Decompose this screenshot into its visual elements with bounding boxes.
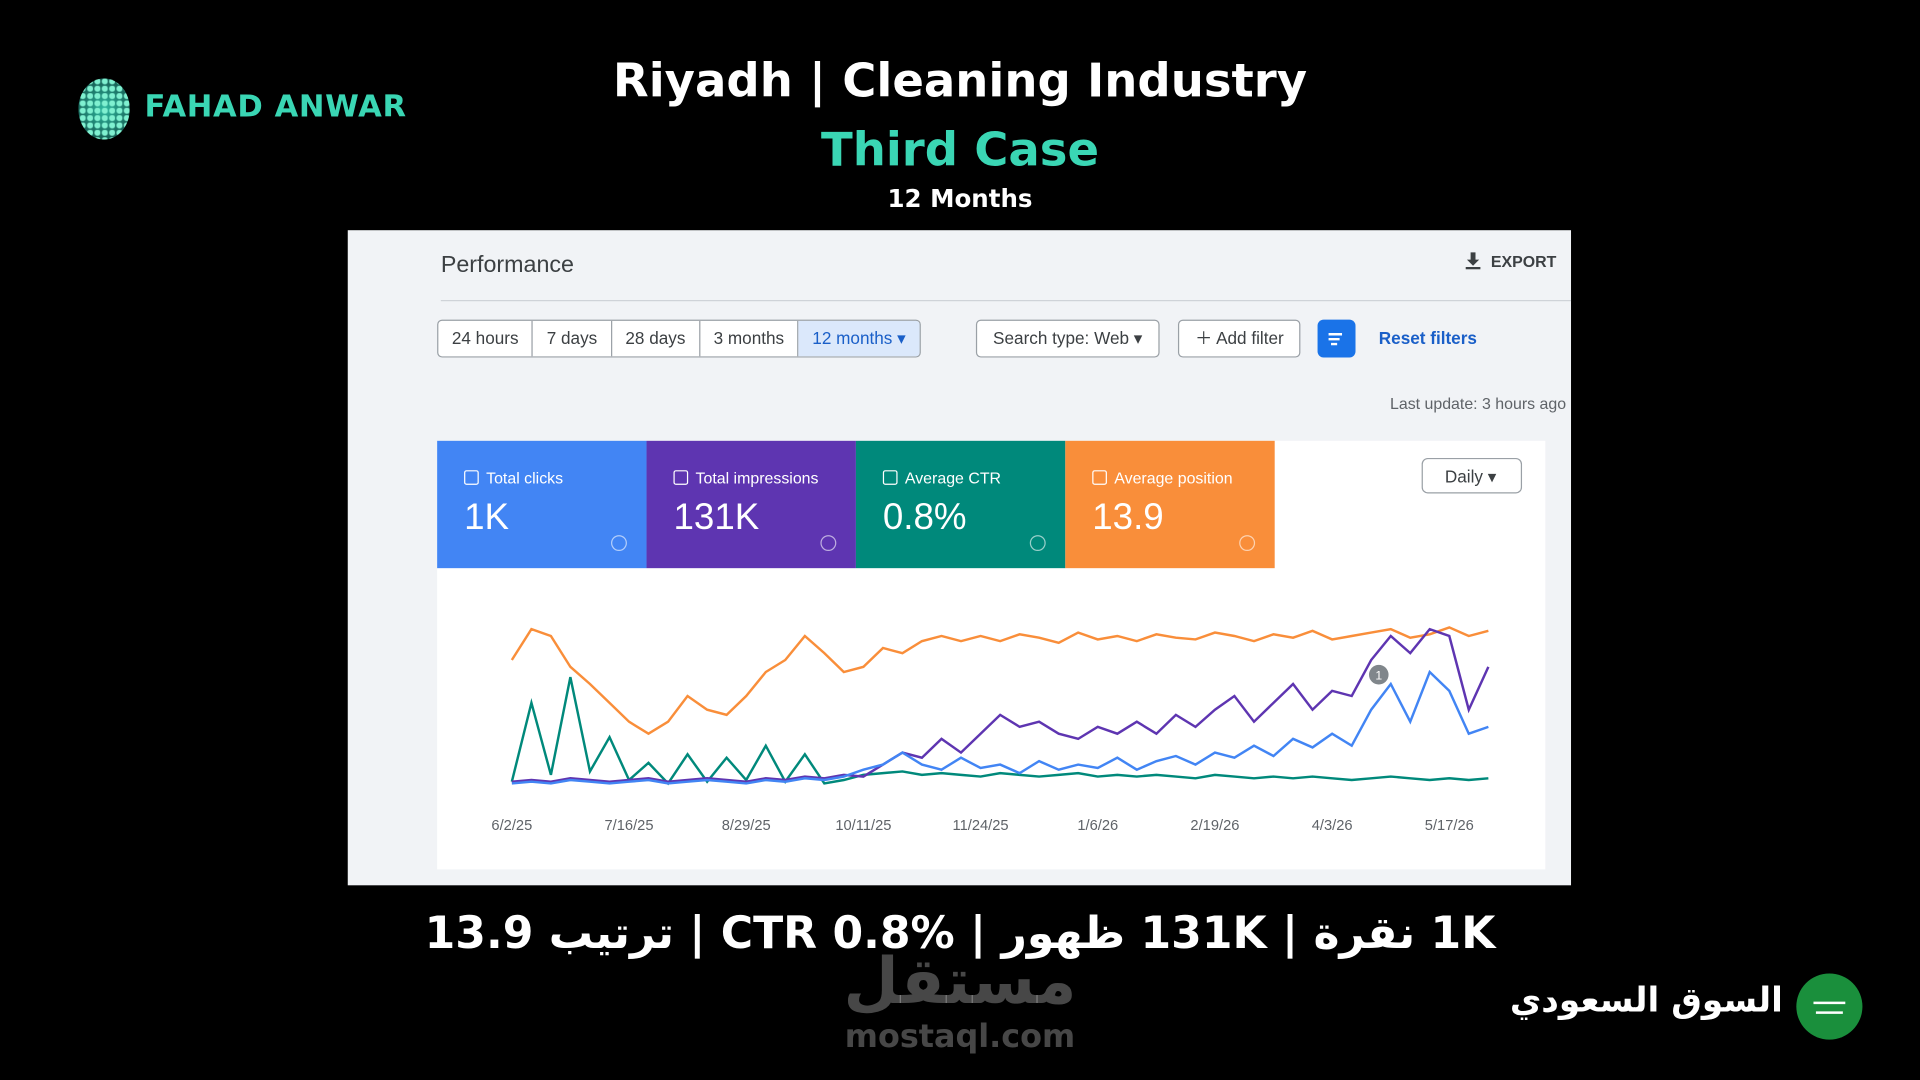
reset-filters[interactable]: Reset filters <box>1378 328 1477 348</box>
date-range-group: 24 hours 7 days 28 days 3 months 12 months ▾ <box>437 319 921 358</box>
performance-panel: Performance EXPORT 24 hours 7 days 28 days… <box>347 230 1572 886</box>
metric-name: Average CTR <box>904 468 1002 488</box>
metric-value: 1K <box>464 497 510 538</box>
download-icon <box>1465 252 1480 270</box>
x-tick-label: 7/16/25 <box>605 818 654 834</box>
logo <box>78 78 130 140</box>
metric-name: Total clicks <box>486 468 564 488</box>
annotation-marker <box>1368 664 1389 685</box>
annotation-label: 1 <box>1375 669 1382 683</box>
metric-label: Total clicks <box>464 469 563 487</box>
chart: 6/2/25 7/16/25 8/29/25 10/11/25 11/24/25 1/6/… <box>491 626 1490 834</box>
metric-value: 0.8% <box>882 497 967 538</box>
metric-card[interactable]: Average position 13.9 <box>1065 440 1275 569</box>
granularity-dropdown[interactable]: Daily ▾ <box>1421 457 1523 494</box>
x-tick-label: 6/2/25 <box>491 818 532 834</box>
x-tick-label: 5/17/26 <box>1425 818 1474 834</box>
metric-name: Total impressions <box>695 468 819 488</box>
series-line <box>510 676 1489 786</box>
checkbox-icon <box>464 470 479 485</box>
x-tick-label: 1/6/26 <box>1077 818 1118 834</box>
metric-label: Average position <box>1092 468 1233 488</box>
flag-emblem <box>1813 1001 1846 1014</box>
metric-name: Average position <box>1114 468 1233 488</box>
metric-card[interactable]: Average CTR 0.8% <box>855 440 1066 569</box>
date-range-button[interactable]: 24 hours <box>438 320 534 357</box>
last-update: Last update: 3 hours ago <box>1389 394 1567 413</box>
metric-card[interactable]: Total clicks 1K <box>437 440 647 569</box>
date-range-button[interactable]: 28 days <box>612 320 701 357</box>
help-icon <box>1029 535 1046 552</box>
add-filter-button[interactable]: ＋ Add filter <box>1177 319 1301 358</box>
date-range-button[interactable]: 3 months <box>700 320 799 357</box>
summary: 1K نقرة | 131K ظهور | CTR 0.8% | ترتيب 1… <box>424 908 1496 959</box>
x-tick-label: 4/3/26 <box>1312 818 1353 834</box>
market-label: السوق السعودي <box>1509 979 1783 1020</box>
subtitle: Third Case <box>820 122 1100 177</box>
filter-icon-button[interactable] <box>1317 319 1356 358</box>
help-icon <box>611 535 627 552</box>
saudi-flag <box>1796 973 1863 1040</box>
date-range-button[interactable]: 7 days <box>533 320 612 357</box>
brand: FAHAD ANWAR <box>144 88 407 124</box>
add-filter-label: Add filter <box>1216 328 1284 348</box>
metric-label: Average CTR <box>882 468 1002 488</box>
series-line <box>511 669 1489 785</box>
metric-label: Total impressions <box>673 469 818 487</box>
checkbox-icon <box>1092 470 1107 485</box>
metric-value: 131K <box>673 497 760 538</box>
panel-title: Performance <box>440 252 575 278</box>
help-icon <box>1239 535 1256 552</box>
x-tick-label: 2/19/26 <box>1190 818 1239 834</box>
x-tick-label: 10/11/25 <box>835 818 891 834</box>
watermark-arabic: مستقل <box>843 945 1077 1019</box>
x-tick-label: 11/24/25 <box>953 818 1009 834</box>
help-icon <box>820 535 837 552</box>
period: 12 Months <box>887 183 1033 214</box>
checkbox-icon <box>882 470 898 485</box>
chart-card: Daily ▾ 6/2/25 7/16/25 8/29/25 10/11/25 11/2… <box>437 440 1546 870</box>
search-type-button[interactable]: Search type: Web ▾ <box>975 319 1160 358</box>
x-tick-label: 8/29/25 <box>722 818 771 834</box>
divider <box>440 300 1572 302</box>
date-range-button[interactable]: 12 months ▾ <box>798 320 920 357</box>
metric-card[interactable]: Total impressions 131K <box>646 440 856 569</box>
filter-icon <box>1328 333 1343 346</box>
granularity-label: Daily <box>1444 466 1484 487</box>
checkbox-icon <box>673 470 689 485</box>
export-button[interactable]: EXPORT <box>1464 252 1557 271</box>
metric-value: 13.9 <box>1092 497 1164 538</box>
export-label: EXPORT <box>1490 252 1557 271</box>
watermark-latin: mostaql.com <box>844 1018 1076 1056</box>
search-type-label: Search type: Web <box>993 328 1130 348</box>
title: Riyadh | Cleaning Industry <box>612 53 1308 108</box>
series-line <box>511 627 1490 783</box>
series-line <box>510 626 1489 736</box>
